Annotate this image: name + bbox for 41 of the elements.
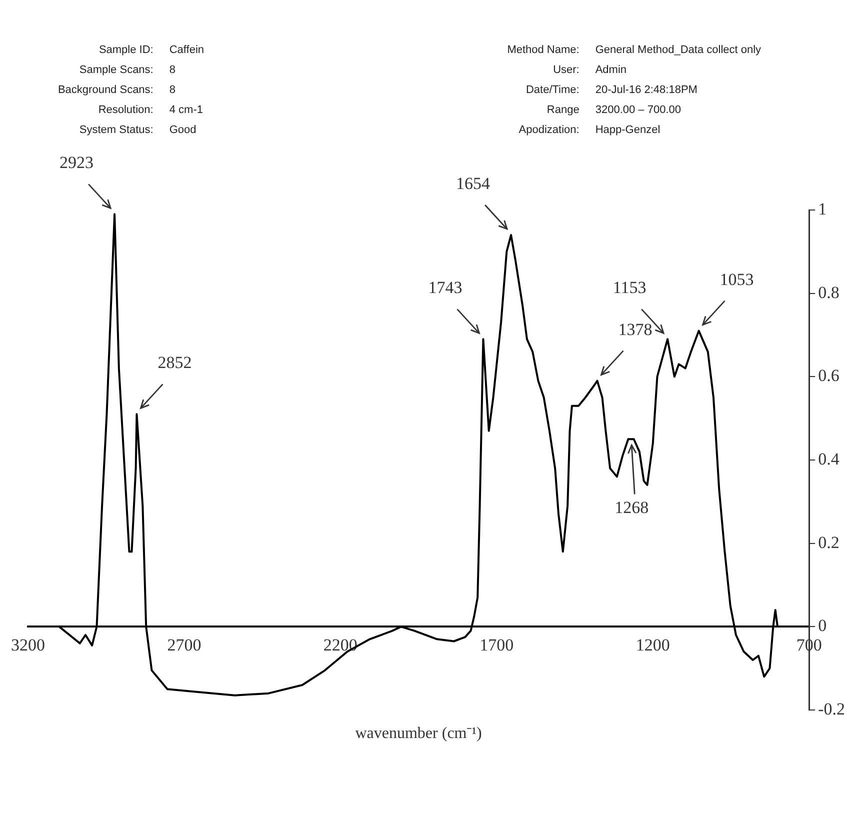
text: Caffein (168, 43, 206, 58)
text: Background Scans: (56, 83, 154, 98)
text: System Status: (78, 123, 154, 138)
annotation: 2852 (158, 353, 192, 372)
text: Date/Time: (524, 83, 580, 98)
annotation: 1378 (618, 320, 652, 339)
annotation: 1153 (612, 278, 646, 298)
y-tick-label: 0.6 (818, 366, 840, 386)
text: General Method_Data collect only (594, 43, 762, 58)
y-tick-label: 1 (818, 199, 827, 218)
x-axis-title: wavenumber (cm⁻¹) (355, 725, 482, 742)
x-tick-label: 2700 (167, 635, 202, 654)
x-tick-label: 3200 (11, 635, 45, 654)
text: Range (546, 103, 580, 118)
x-tick-label: 1700 (480, 635, 514, 654)
text: Happ-Genzel (594, 123, 662, 138)
text: Sample Scans: (78, 63, 154, 78)
text: 8 (168, 83, 176, 98)
y-tick-label: 0 (818, 616, 827, 636)
text: Resolution: (97, 103, 154, 118)
x-tick-label: 2200 (323, 635, 358, 654)
text: 3200.00 – 700.00 (594, 103, 682, 118)
text: Sample ID: (98, 43, 154, 58)
x-tick-label: 1200 (636, 635, 670, 654)
text: User: (552, 63, 580, 78)
annotation: 1654 (456, 174, 491, 193)
text: Apodization: (518, 123, 580, 138)
text: Method Name: (506, 43, 580, 58)
y-tick-label: 0.8 (818, 282, 840, 302)
annotation: 2923 (60, 153, 94, 172)
y-tick-label: 0.2 (818, 532, 840, 552)
text: 20-Jul-16 2:48:18PM (594, 83, 698, 98)
annotation: 1268 (614, 498, 649, 518)
text: 4 cm-1 (168, 103, 204, 118)
text: 8 (168, 63, 176, 78)
annotation: 1743 (428, 278, 462, 298)
text: Admin (594, 63, 628, 78)
annotation: 1053 (720, 270, 754, 289)
y-tick-label: -0.2 (818, 699, 846, 718)
text: Good (168, 123, 198, 138)
y-tick-label: 0.4 (818, 449, 840, 468)
